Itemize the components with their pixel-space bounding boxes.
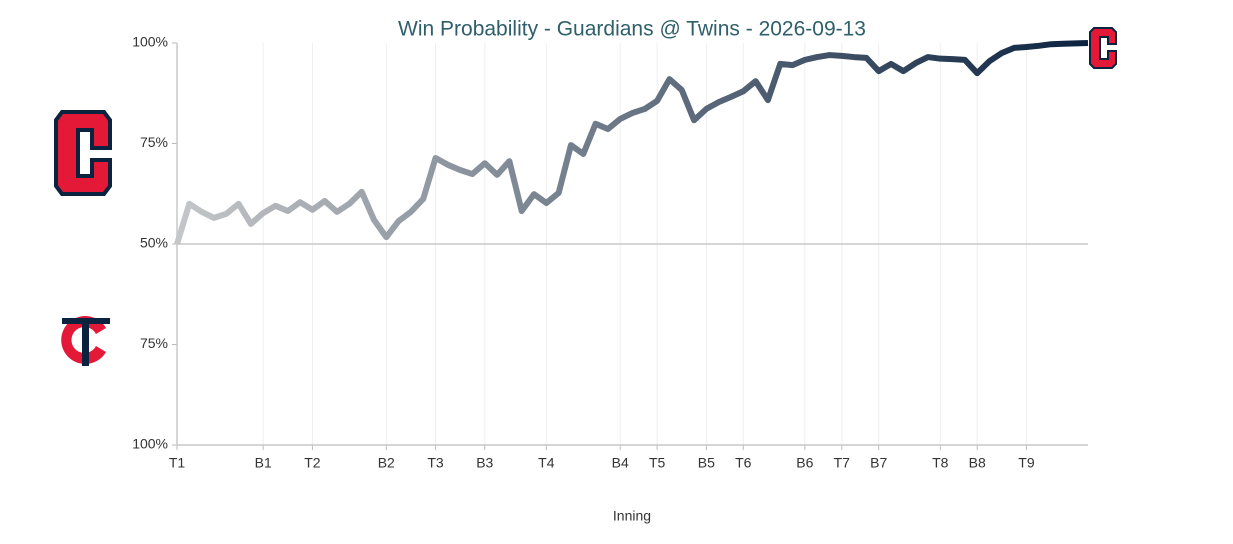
x-tick-label: T4 [538,455,555,471]
y-tick-label: 75% [140,335,168,351]
twins-logo [61,315,110,366]
x-tick-label: T8 [932,455,949,471]
guardians-end-logo [1089,27,1117,69]
x-tick-label: B5 [698,455,715,471]
x-tick-label: B7 [870,455,887,471]
y-tick-label: 50% [140,235,168,251]
x-tick-label: T6 [735,455,752,471]
x-tick-label: T9 [1018,455,1035,471]
x-tick-label: T3 [427,455,444,471]
x-tick-label: B8 [969,455,986,471]
win-probability-line [174,40,1089,245]
guardians-logo [54,110,112,196]
x-tick-label: T5 [649,455,666,471]
y-tick-label: 100% [132,436,168,452]
y-tick-label: 75% [140,134,168,150]
chart-title: Win Probability - Guardians @ Twins - 20… [398,18,866,41]
x-tick-label: B1 [255,455,272,471]
x-tick-label: B6 [796,455,813,471]
x-tick-label: B2 [378,455,395,471]
x-axis-label: Inning [613,508,651,524]
x-tick-label: T2 [304,455,321,471]
x-tick-label: B4 [612,455,629,471]
y-tick-label: 100% [132,34,168,50]
x-tick-label: T1 [169,455,186,471]
x-tick-label: B3 [476,455,493,471]
x-tick-label: T7 [834,455,851,471]
